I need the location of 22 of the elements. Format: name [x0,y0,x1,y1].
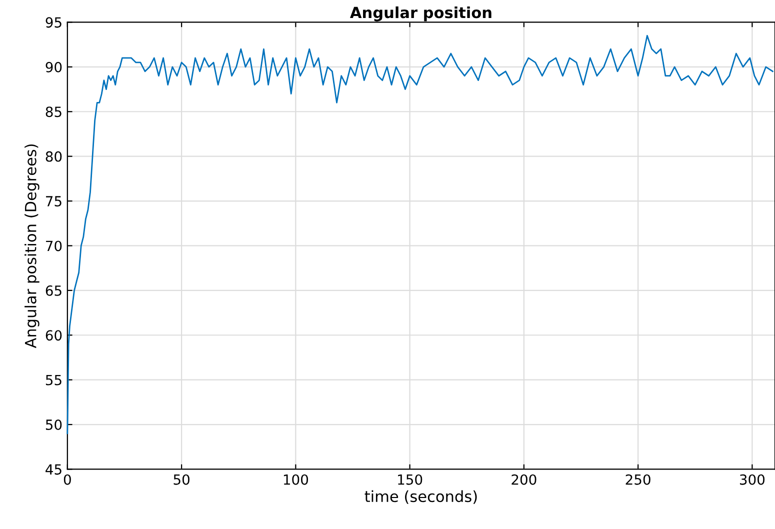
y-tick-label: 75 [46,196,62,206]
y-tick-label: 90 [46,62,62,72]
x-tick-label: 50 [174,474,190,485]
y-axis-title: Angular position (Degrees) [24,144,40,348]
y-tick-label: 55 [46,374,62,386]
y-tick-label: 80 [46,151,62,162]
chart-title: Angular position [350,6,492,22]
y-tick-label: 95 [46,17,62,28]
x-axis-title: time (seconds) [364,490,477,504]
x-tick-label: 150 [398,474,422,485]
x-tick-label: 0 [64,474,71,485]
y-tick-label: 45 [46,464,62,475]
y-tick-label: 70 [46,240,62,252]
x-tick-label: 250 [626,474,650,485]
x-tick-label: 200 [512,474,536,485]
x-tick-label: 100 [284,474,308,485]
y-tick-label: 85 [46,106,62,118]
line-series [66,34,774,434]
y-tick-label: 50 [46,419,62,430]
y-tick-label: 65 [46,285,62,296]
y-tick-label: 60 [46,330,62,341]
x-tick-label: 300 [740,474,765,485]
